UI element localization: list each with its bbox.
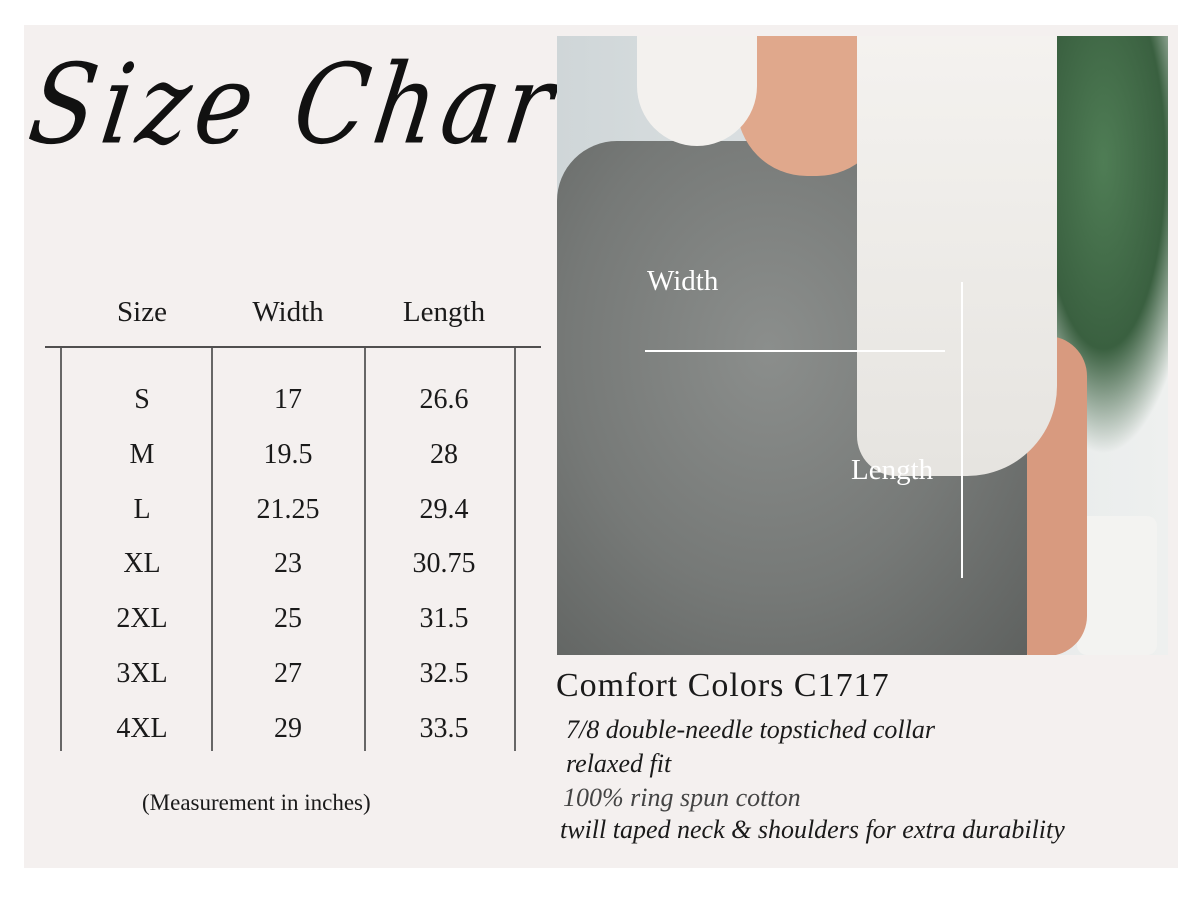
header-divider: [45, 346, 541, 348]
width-arrow: [645, 350, 945, 352]
width-label: Width: [647, 265, 719, 297]
plant-pot: [1077, 516, 1157, 655]
length-cell: 32.5: [419, 658, 469, 689]
column-divider: [364, 348, 366, 751]
length-arrow: [961, 282, 963, 578]
size-cell: M: [129, 438, 155, 470]
measurement-note: (Measurement in inches): [142, 790, 371, 815]
size-cell: XL: [123, 548, 161, 580]
feature-item: twill taped neck & shoulders for extra d…: [560, 815, 1065, 844]
width-cell: 19.5: [263, 438, 313, 470]
length-cell: 29.4: [419, 493, 469, 525]
size-cell: 2XL: [116, 603, 168, 635]
feature-item: 7/8 double-needle topstiched collar: [566, 715, 935, 744]
size-chart-title: Size Chart: [21, 40, 612, 169]
length-label: Length: [851, 454, 934, 486]
size-cell: 3XL: [116, 658, 168, 689]
width-cell: 29: [274, 712, 302, 744]
hair: [637, 36, 757, 146]
model-photo: [557, 36, 1168, 655]
width-cell: 27: [274, 658, 302, 689]
header-size: Size: [117, 296, 167, 328]
length-cell: 28: [430, 438, 458, 470]
feature-item: relaxed fit: [566, 749, 672, 778]
length-cell: 30.75: [412, 548, 476, 580]
column-divider: [60, 348, 62, 751]
width-cell: 23: [274, 548, 302, 580]
width-cell: 21.25: [256, 493, 320, 525]
size-cell: L: [133, 493, 151, 525]
hair: [857, 36, 1057, 476]
length-cell: 31.5: [419, 603, 469, 635]
size-cell: S: [134, 384, 150, 415]
length-cell: 26.6: [419, 384, 469, 415]
column-divider: [211, 348, 213, 751]
size-cell: 4XL: [116, 712, 168, 744]
header-length: Length: [402, 296, 486, 328]
column-divider: [514, 348, 516, 751]
feature-item: 100% ring spun cotton: [563, 783, 801, 812]
width-cell: 17: [274, 384, 302, 415]
width-cell: 25: [274, 603, 302, 635]
product-name: Comfort Colors C1717: [556, 667, 890, 704]
length-cell: 33.5: [419, 712, 469, 744]
header-width: Width: [252, 296, 324, 328]
